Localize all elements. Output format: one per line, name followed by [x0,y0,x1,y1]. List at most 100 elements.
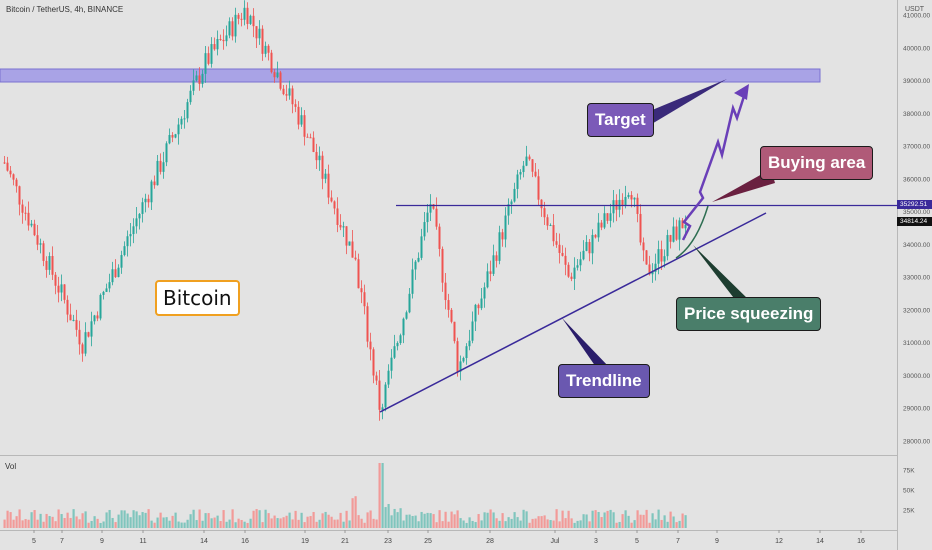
volume-bar [576,520,579,528]
trendline-callout: Trendline [558,364,650,398]
volume-bar [333,519,336,528]
candle-body [450,309,453,322]
candle-body [519,172,522,175]
volume-bar [372,518,375,528]
candle-body [648,264,651,275]
volume-bar [90,520,93,528]
candle-body [429,204,432,213]
volume-bar [339,512,342,528]
squeeze-curve [675,205,709,259]
candle-body [495,255,498,261]
candle-body [273,72,276,78]
volume-bar [93,516,96,528]
volume-bar [30,512,33,528]
volume-bar [624,510,627,528]
volume-bar [264,509,267,528]
volume-bar [675,522,678,528]
volume-bar [183,522,186,528]
candle-body [153,181,156,186]
volume-bar [480,520,483,528]
volume-bar [231,509,234,528]
candle-body [120,255,123,268]
volume-bar [549,520,552,528]
volume-bar [423,513,426,528]
candle-body [543,208,546,218]
candle-body [348,241,351,246]
volume-bar [657,509,660,528]
candle-body [267,45,270,53]
candle-body [660,249,663,262]
volume-bar [297,519,300,528]
time-tick-label: 25 [424,538,432,545]
volume-bar [249,518,252,528]
volume-bar [546,519,549,528]
candle-body [54,274,57,286]
candle-body [447,300,450,310]
candle-body [225,35,228,42]
volume-bar [681,513,684,528]
volume-bar [327,514,330,528]
volume-bar [510,518,513,528]
volume-bar [627,515,630,528]
candle-body [459,361,462,372]
volume-bar [156,517,159,528]
volume-bar [204,513,207,528]
volume-bar [180,522,183,528]
candle-body [597,222,600,238]
candle-body [27,212,30,226]
candle-body [24,212,27,214]
volume-bar [141,512,144,528]
volume-bar [228,519,231,528]
price-tick-label: 37000.00 [903,144,930,151]
volume-bar [678,520,681,528]
candle-body [672,226,675,242]
candle-body [240,18,243,20]
volume-bar [636,510,639,528]
candle-body [327,173,330,198]
candle-body [294,104,297,107]
price-tick-label: 34000.00 [903,242,930,249]
candle-body [489,271,492,274]
candle-body [426,212,429,223]
volume-bar [552,520,555,528]
candle-body [42,243,45,261]
candle-body [303,115,306,137]
candle-body [588,241,591,254]
candle-body [645,250,648,265]
candle-body [627,195,630,197]
price-tick-label: 33000.00 [903,275,930,282]
volume-bar [654,519,657,528]
candle-body [432,204,435,209]
candle-body [483,287,486,299]
candle-body [561,252,564,256]
candle-body [585,241,588,251]
candle-body [336,208,339,225]
price-tick-label: 41000.00 [903,13,930,20]
candle-body [234,14,237,37]
time-tick-label: 14 [816,538,824,545]
candle-body [549,225,552,227]
volume-bar [336,519,339,528]
candle-body [57,285,60,293]
candle-body [261,28,264,54]
candle-body [84,332,87,354]
volume-bar [171,515,174,528]
candle-body [480,298,483,309]
price-tick-label: 35000.00 [903,209,930,216]
volume-bar [246,522,249,528]
volume-bar [312,511,315,528]
squeeze-pointer [693,245,752,306]
volume-bar [345,510,348,528]
candle-body [87,332,90,337]
candle-body [18,186,21,205]
volume-bar [621,514,624,528]
volume-bar [438,510,441,528]
volume-bar [162,517,165,528]
candle-body [255,26,258,39]
candle-body [603,213,606,228]
volume-bar [594,510,597,528]
candle-body [243,7,246,20]
volume-bar [534,518,537,528]
volume-bar [195,520,198,528]
